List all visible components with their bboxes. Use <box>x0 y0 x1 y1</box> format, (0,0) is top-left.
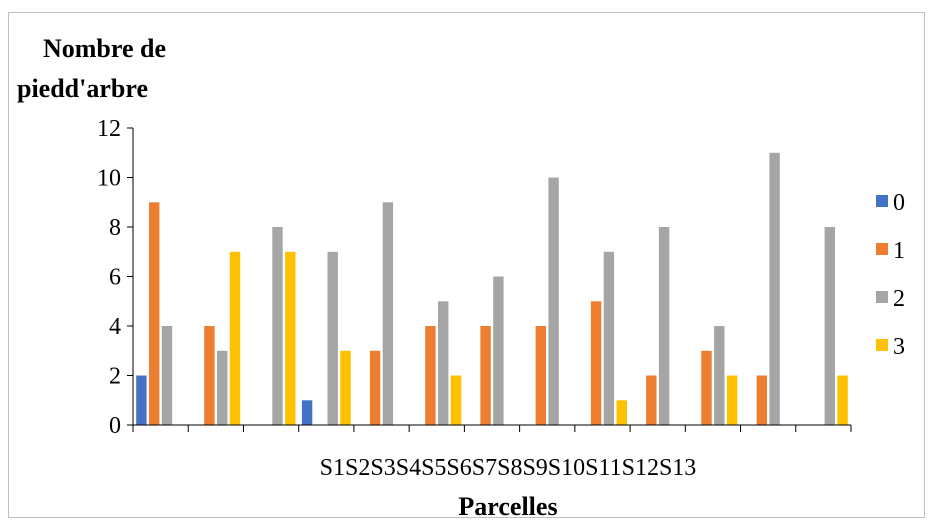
bar-series-2-group-2 <box>217 350 228 426</box>
bar-series-1-group-7 <box>480 326 491 425</box>
y-tick-label: 6 <box>109 265 121 291</box>
bar-series-2-group-12 <box>769 152 780 426</box>
bar-series-1-group-6 <box>425 326 436 425</box>
bar-series-3-group-13 <box>837 375 848 425</box>
x-axis-title: Parcelles <box>458 492 557 519</box>
y-tick-label: 10 <box>97 166 121 192</box>
bar-series-2-group-5 <box>382 202 394 426</box>
y-axis-title-line-2: piedd'arbre <box>17 74 148 103</box>
y-tick-label: 2 <box>109 364 121 390</box>
bar-series-2-group-3 <box>272 227 283 425</box>
x-tick-labels: S1S2S3S4S5S6S7S8S9S10S11S12S13 <box>320 455 697 481</box>
bar-series-3-group-6 <box>450 375 462 425</box>
legend: 0 1 2 3 <box>876 190 905 360</box>
bar-series-0-group-4 <box>301 400 313 426</box>
legend-swatch-0 <box>876 195 888 207</box>
bar-series-1-group-2 <box>204 326 215 425</box>
bar-series-3-group-4 <box>340 350 351 426</box>
bar-series-3-group-11 <box>726 375 738 425</box>
bar-series-1-group-11 <box>701 350 712 426</box>
bar-series-1-group-8 <box>535 326 546 425</box>
bar-series-2-group-11 <box>714 326 725 425</box>
y-tick-label: 4 <box>109 314 121 340</box>
legend-swatch-2 <box>876 291 888 303</box>
axes-layer: 0 2 4 6 8 10 12 <box>97 116 852 439</box>
bar-series-1-group-12 <box>756 375 767 425</box>
bar-series-2-group-9 <box>603 251 615 426</box>
legend-label-3: 3 <box>893 334 905 360</box>
legend-label-0: 0 <box>893 190 905 216</box>
bar-series-2-group-6 <box>438 301 449 426</box>
bar-series-1-group-5 <box>369 350 381 426</box>
legend-swatch-1 <box>876 243 888 255</box>
bar-series-0-group-1 <box>136 375 147 425</box>
bar-series-2-group-8 <box>548 177 559 425</box>
bar-series-1-group-9 <box>590 301 602 426</box>
legend-label-1: 1 <box>893 238 905 264</box>
bar-series-3-group-9 <box>616 400 627 426</box>
chart-frame: Nombre de piedd'arbre 0 2 4 6 8 10 12 S1S2S3S4… <box>8 12 925 519</box>
legend-swatch-3 <box>876 339 888 351</box>
bar-series-1-group-10 <box>646 375 657 425</box>
y-tick-label: 12 <box>97 116 121 142</box>
legend-label-2: 2 <box>893 286 905 312</box>
bar-series-3-group-2 <box>229 251 241 426</box>
bar-series-2-group-13 <box>824 227 835 425</box>
y-tick-label: 0 <box>109 413 121 439</box>
bar-series-2-group-10 <box>658 227 670 425</box>
bar-series-2-group-7 <box>493 276 504 425</box>
bars-layer <box>136 152 848 426</box>
bar-series-1-group-1 <box>149 202 160 426</box>
y-axis-title-line-1: Nombre de <box>43 34 166 63</box>
bar-series-2-group-4 <box>327 251 338 426</box>
bar-series-3-group-3 <box>285 251 296 426</box>
bar-series-2-group-1 <box>161 326 173 425</box>
y-tick-label: 8 <box>109 215 121 241</box>
